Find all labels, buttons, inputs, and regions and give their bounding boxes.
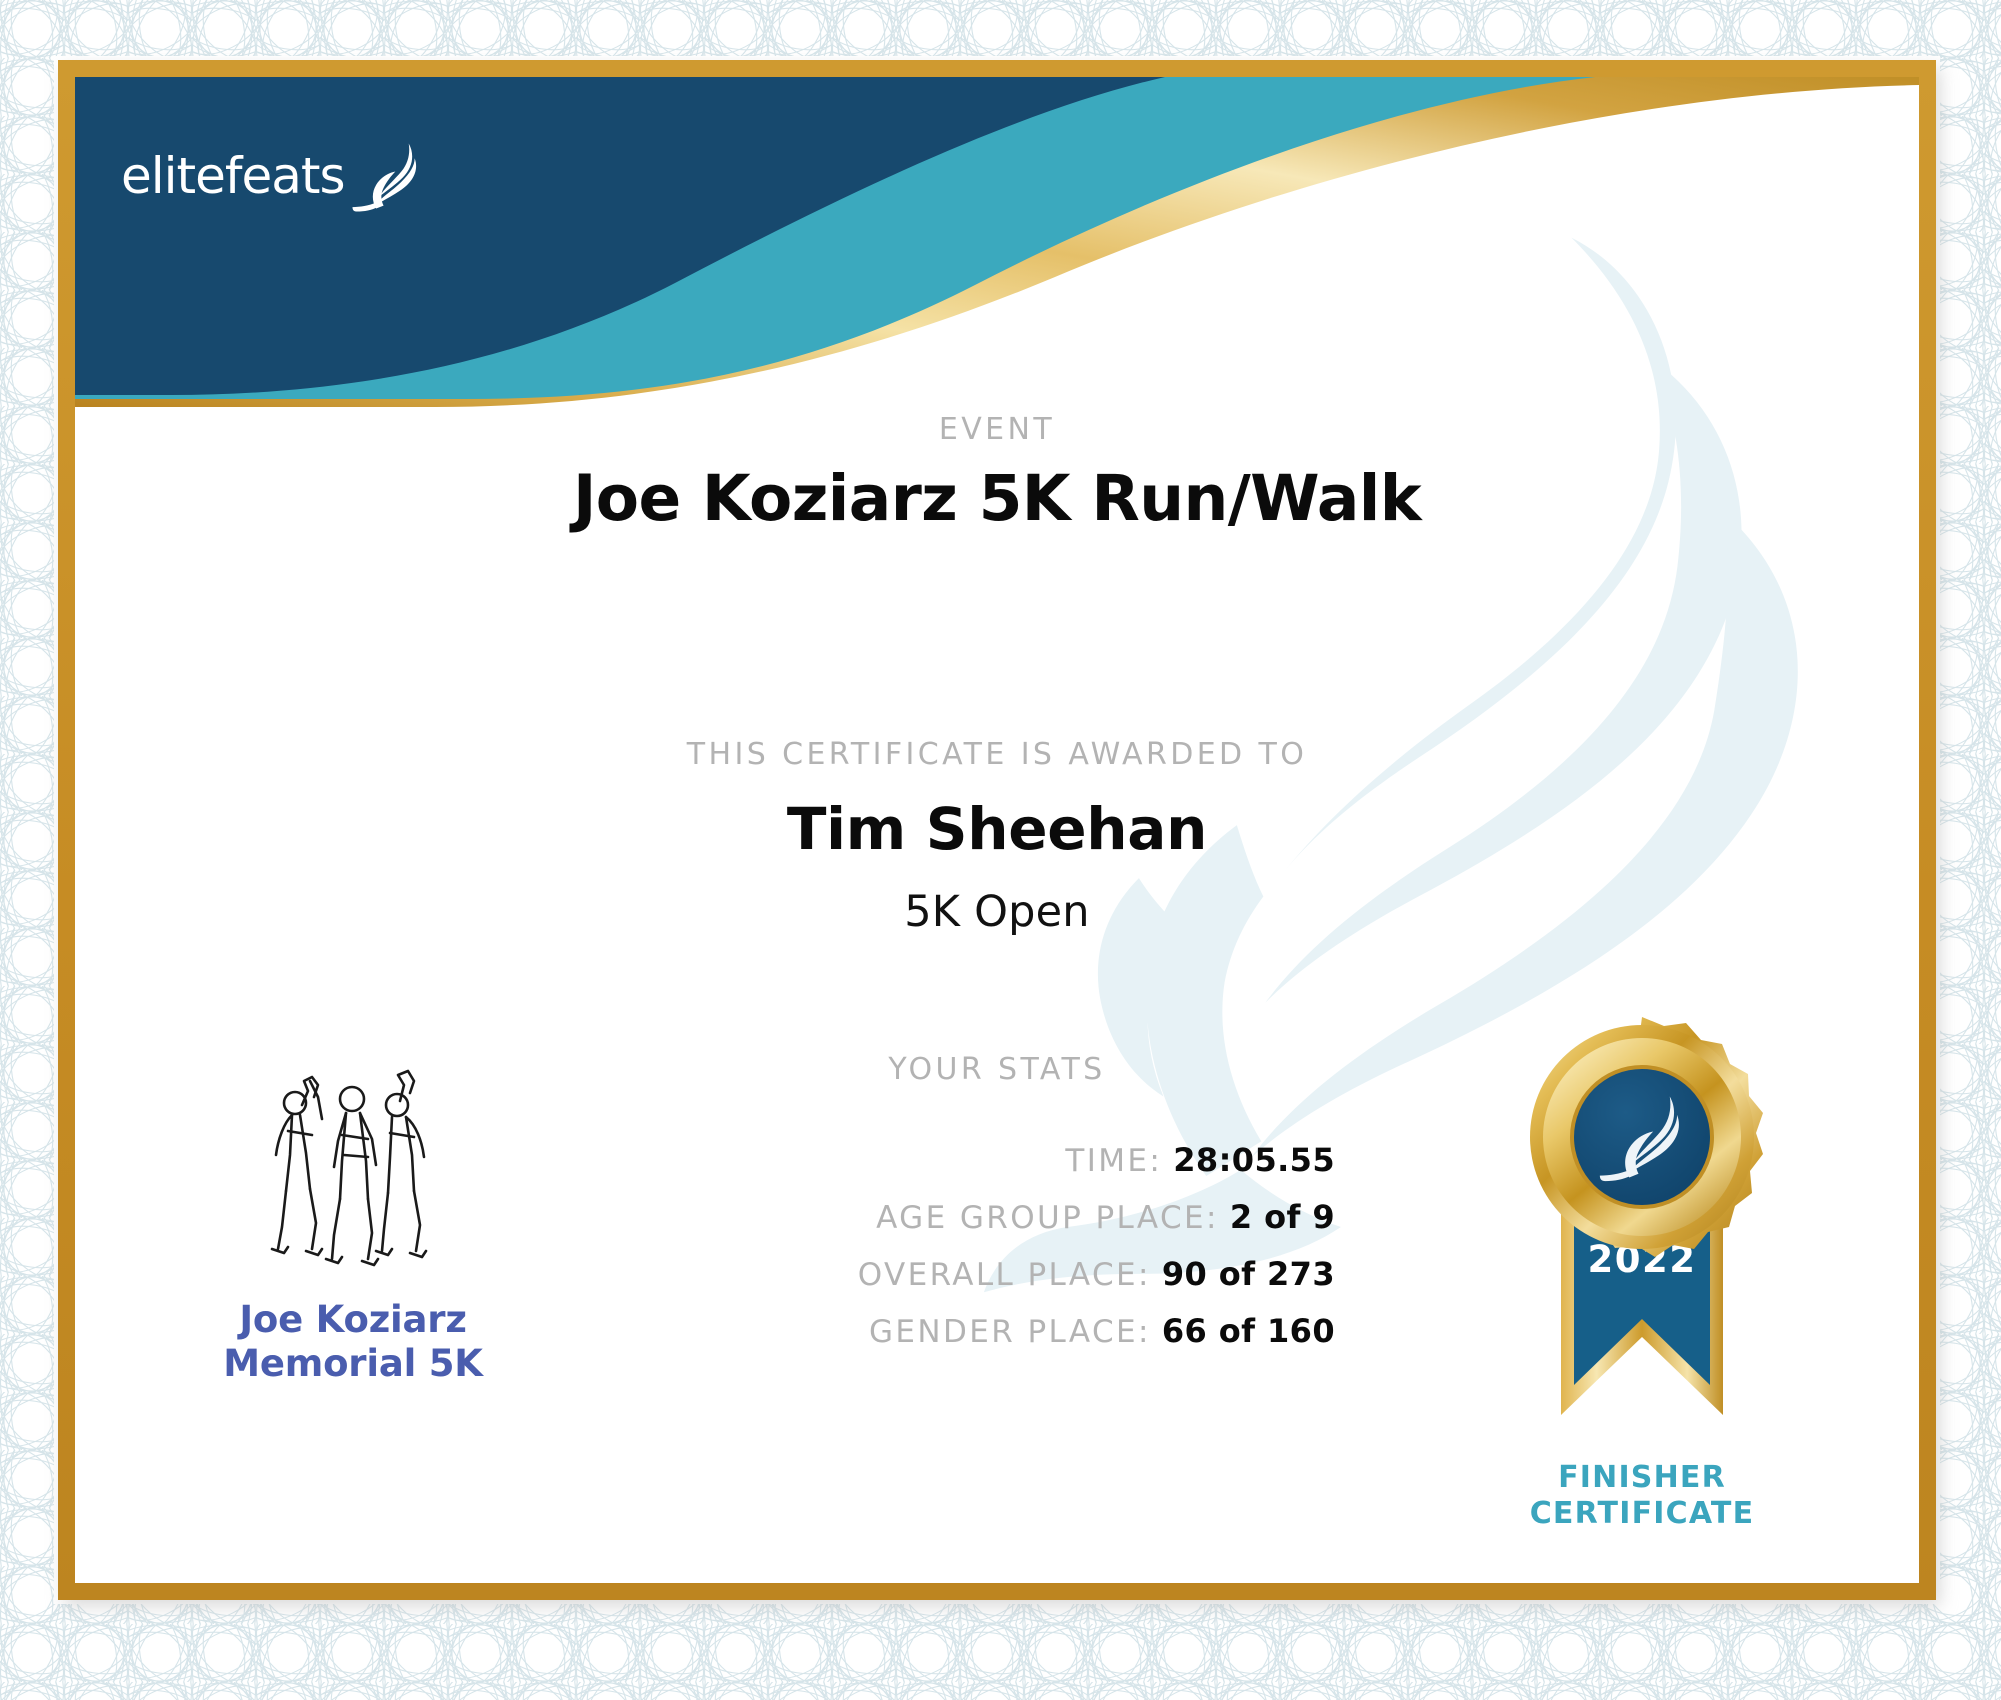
three-runners-icon [270,1069,428,1267]
medal-caption-line1: FINISHER [1558,1460,1726,1495]
stat-value: 2 of 9 [1229,1198,1335,1236]
medal-caption: FINISHER CERTIFICATE [1467,1460,1817,1532]
race-logo-line1: Joe Koziarz [239,1298,467,1341]
header-swoosh-graphic [75,77,1919,407]
brand-logo: elitefeats [121,139,451,213]
brand-name: elitefeats [121,147,346,205]
stat-value: 28:05.55 [1173,1141,1335,1179]
race-logo-line2: Memorial 5K [223,1341,483,1385]
winged-foot-icon [1599,1096,1679,1182]
race-logo-name: Joe Koziarz Memorial 5K [203,1298,503,1385]
recipient-name: Tim Sheehan [786,795,1208,863]
certificate-content: EVENT Joe Koziarz 5K Run/Walk THIS CERTI… [75,77,1919,1583]
stat-label: GENDER PLACE: [869,1314,1151,1350]
stat-row: AGE GROUP PLACE: 2 of 9 [375,1189,1335,1246]
certificate-body: elitefeats EVENT Joe Koziarz 5K Run/Walk… [75,77,1919,1583]
stat-label: AGE GROUP PLACE: [876,1200,1219,1236]
event-label: EVENT [938,412,1056,447]
your-stats-label: YOUR STATS [888,1052,1106,1087]
awarded-to-label: THIS CERTIFICATE IS AWARDED TO [686,737,1308,772]
stat-value: 90 of 273 [1161,1255,1335,1293]
certificate-frame: elitefeats EVENT Joe Koziarz 5K Run/Walk… [58,60,1936,1600]
stats-list: TIME: 28:05.55 AGE GROUP PLACE: 2 of 9 O… [375,1132,1335,1360]
stat-value: 66 of 160 [1161,1312,1335,1350]
event-title: Joe Koziarz 5K Run/Walk [572,462,1422,535]
division-name: 5K Open [904,887,1090,937]
winged-foot-icon [352,143,416,212]
stat-label: TIME: [1065,1143,1163,1179]
medal-badge [1530,1017,1763,1257]
stat-row: GENDER PLACE: 66 of 160 [375,1303,1335,1360]
finisher-medal: 2022 [1530,1017,1763,1415]
race-logo: Joe Koziarz Memorial 5K [203,1057,503,1477]
stat-label: OVERALL PLACE: [857,1257,1151,1293]
stat-row: TIME: 28:05.55 [375,1132,1335,1189]
stat-row: OVERALL PLACE: 90 of 273 [375,1246,1335,1303]
medal-caption-line2: CERTIFICATE [1529,1496,1755,1531]
